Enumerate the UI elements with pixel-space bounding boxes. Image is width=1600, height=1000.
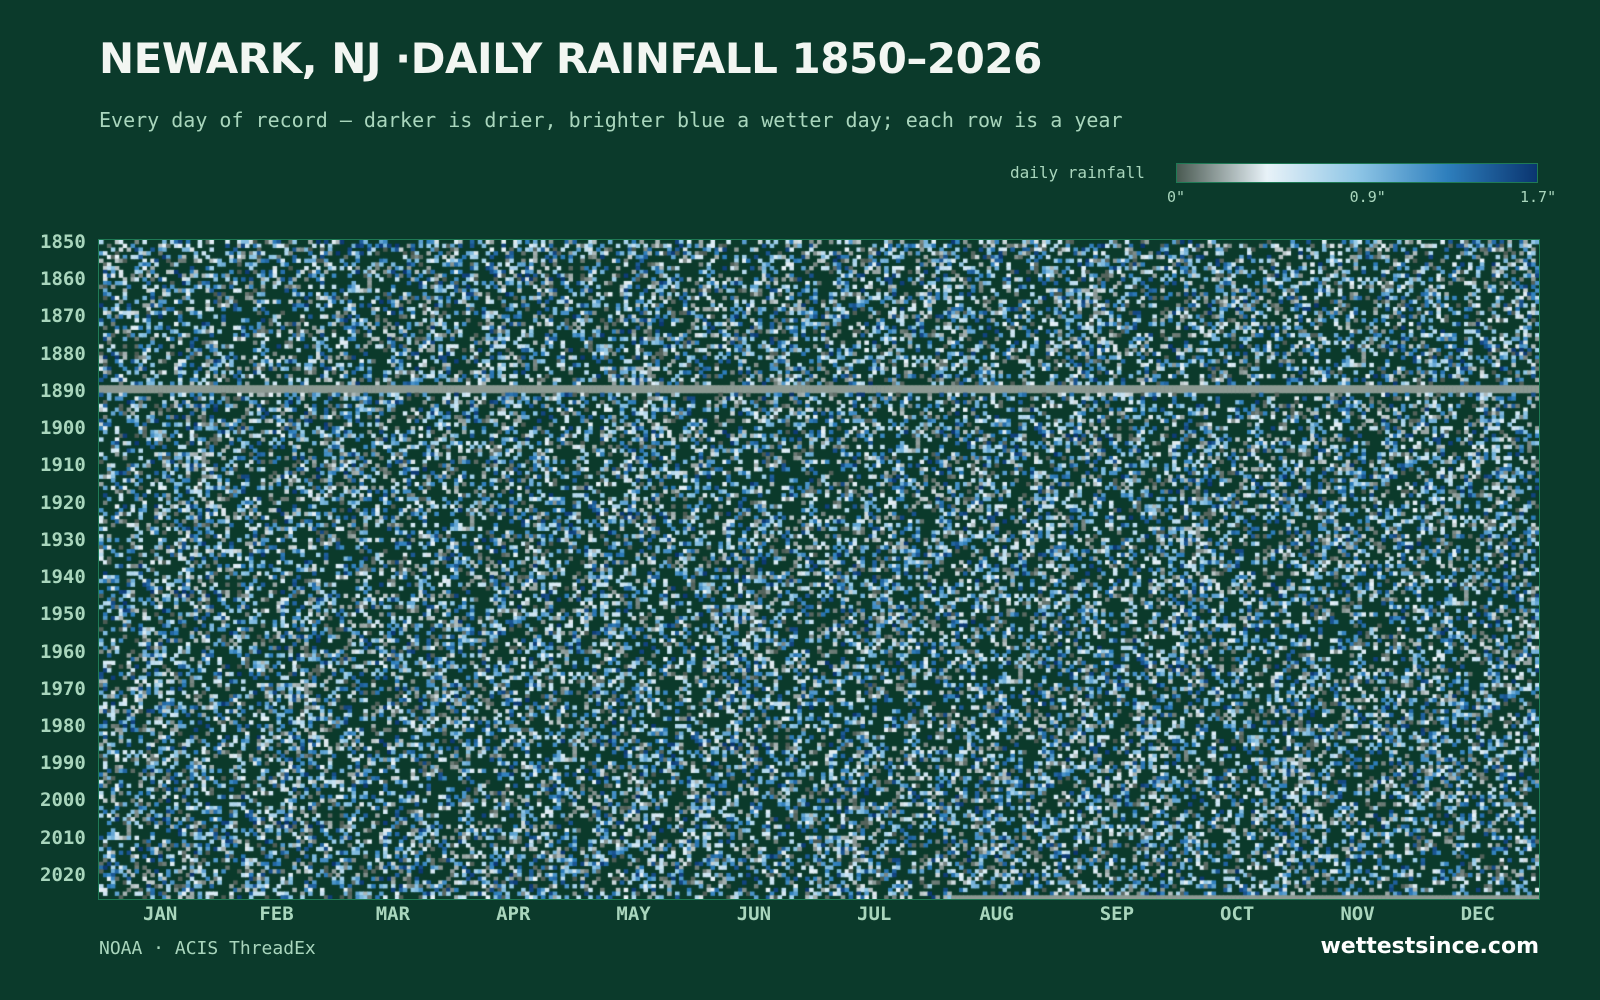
brand-logo-text: wettestsince.com bbox=[1320, 934, 1539, 959]
x-tick-label: APR bbox=[496, 903, 531, 925]
x-tick-label: MAY bbox=[616, 903, 651, 925]
legend-tick-min: 0" bbox=[1167, 188, 1186, 206]
chart-subtitle: Every day of record — darker is drier, b… bbox=[99, 108, 1123, 132]
x-tick-label: MAR bbox=[375, 903, 411, 925]
y-tick-label: 1990 bbox=[40, 752, 86, 775]
legend-tick-mid: 0.9" bbox=[1349, 188, 1386, 206]
y-tick-label: 1860 bbox=[40, 268, 86, 291]
x-tick-label: SEP bbox=[1099, 903, 1135, 925]
y-tick-label: 1930 bbox=[40, 528, 86, 551]
y-tick-label: 1980 bbox=[40, 715, 86, 737]
y-tick-label: 1960 bbox=[40, 640, 86, 663]
x-tick-label: FEB bbox=[259, 903, 294, 925]
x-tick-label: OCT bbox=[1220, 903, 1255, 925]
x-tick-label: JAN bbox=[142, 903, 178, 925]
x-tick-label: AUG bbox=[979, 903, 1014, 925]
y-tick-label: 2000 bbox=[40, 789, 86, 812]
y-tick-label: 1940 bbox=[40, 566, 86, 589]
y-tick-label: 1870 bbox=[40, 305, 86, 328]
y-tick-label: 2010 bbox=[40, 826, 86, 849]
y-tick-label: 1920 bbox=[40, 491, 86, 514]
source-note: NOAA · ACIS ThreadEx bbox=[99, 938, 316, 959]
y-tick-label: 1850 bbox=[40, 231, 86, 253]
x-tick-label: JUN bbox=[736, 903, 772, 925]
y-tick-label: 1890 bbox=[40, 379, 86, 402]
y-tick-label: 1900 bbox=[40, 417, 86, 440]
rainfall-heatmap bbox=[98, 239, 1540, 900]
x-tick-label: JUL bbox=[857, 903, 892, 925]
y-tick-label: 1970 bbox=[40, 677, 86, 700]
legend-label: daily rainfall bbox=[1010, 163, 1145, 182]
y-tick-label: 1950 bbox=[40, 603, 86, 626]
x-tick-label: NOV bbox=[1340, 903, 1375, 925]
y-tick-label: 1880 bbox=[40, 342, 86, 365]
y-tick-label: 1910 bbox=[40, 454, 86, 477]
x-tick-label: DEC bbox=[1460, 903, 1495, 925]
legend-color-scale bbox=[1176, 163, 1538, 183]
chart-title: NEWARK, NJ ·DAILY RAINFALL 1850–2026 bbox=[99, 34, 1042, 83]
legend-tick-max: 1.7" bbox=[1520, 188, 1557, 206]
y-tick-label: 2020 bbox=[40, 863, 86, 886]
